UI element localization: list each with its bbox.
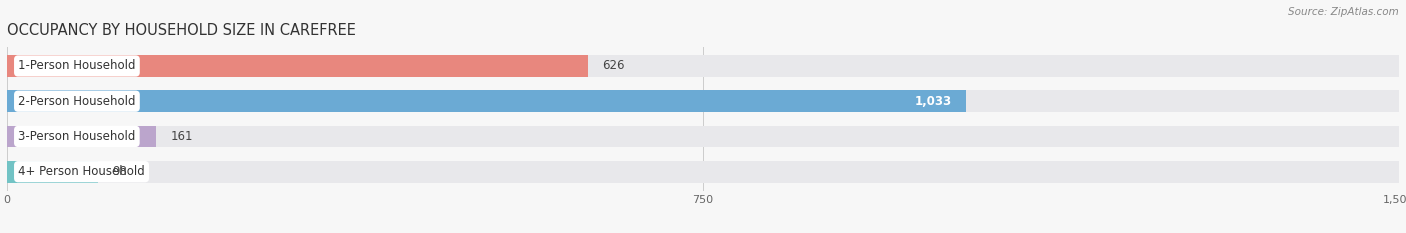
Bar — [7, 55, 588, 77]
Bar — [7, 126, 156, 147]
Text: 161: 161 — [170, 130, 193, 143]
Text: 4+ Person Household: 4+ Person Household — [18, 165, 145, 178]
Text: 626: 626 — [602, 59, 624, 72]
Text: 1-Person Household: 1-Person Household — [18, 59, 135, 72]
Text: 2-Person Household: 2-Person Household — [18, 95, 135, 108]
Text: OCCUPANCY BY HOUSEHOLD SIZE IN CAREFREE: OCCUPANCY BY HOUSEHOLD SIZE IN CAREFREE — [7, 24, 356, 38]
Text: 98: 98 — [112, 165, 127, 178]
Text: 1,033: 1,033 — [914, 95, 952, 108]
Bar — [7, 90, 1399, 112]
Bar — [7, 126, 1399, 147]
Bar — [7, 90, 966, 112]
Text: 3-Person Household: 3-Person Household — [18, 130, 135, 143]
Bar — [7, 161, 1399, 183]
Bar — [7, 55, 1399, 77]
Bar — [7, 161, 98, 183]
Text: Source: ZipAtlas.com: Source: ZipAtlas.com — [1288, 7, 1399, 17]
